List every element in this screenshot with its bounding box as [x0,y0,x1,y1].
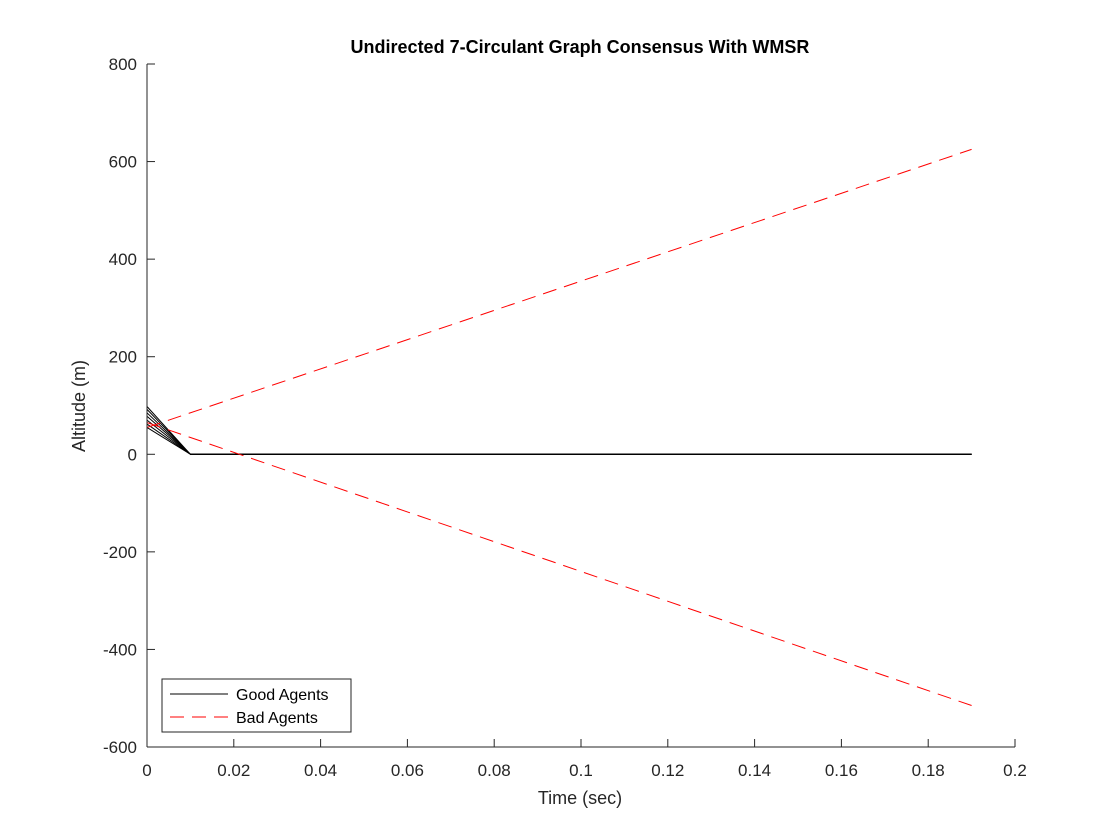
x-tick-label: 0.08 [478,761,511,780]
plot-area [146,148,972,707]
y-axis-label: Altitude (m) [69,360,89,452]
series-line-good-3 [146,415,972,455]
x-tick-label: 0.14 [738,761,771,780]
x-tick-label: 0.18 [912,761,945,780]
series-line-good-5 [146,423,972,455]
chart-title: Undirected 7-Circulant Graph Consensus W… [351,37,810,57]
x-tick-label: 0.12 [651,761,684,780]
legend-label-good: Good Agents [236,687,329,704]
y-tick-label: 600 [109,153,137,172]
legend-label-bad: Bad Agents [236,710,318,727]
series-line-bad-7 [146,148,972,428]
y-tick-label: 0 [128,445,137,464]
y-tick-label: 400 [109,250,137,269]
series-line-good-4 [146,419,972,455]
y-tick-label: 200 [109,348,137,367]
series-line-good-6 [146,427,972,455]
series-line-good-0 [146,406,972,455]
y-tick-label: -600 [103,738,137,757]
x-tick-label: 0.2 [1003,761,1027,780]
x-tick-label: 0.02 [217,761,250,780]
legend: Good Agents Bad Agents [161,678,352,733]
x-tick-label: 0.06 [391,761,424,780]
x-tick-label: 0.1 [569,761,593,780]
x-tick-label: 0.04 [304,761,337,780]
x-tick-label: 0.16 [825,761,858,780]
y-tick-label: -200 [103,543,137,562]
series-line-good-1 [146,409,972,455]
legend-box [161,678,352,733]
x-axis-label: Time (sec) [538,788,622,808]
axes: 0 0.02 0.04 0.06 0.08 0.1 0.12 0.14 0.16 0.18 0.2 -… [103,55,1027,780]
x-tick-label: 0 [142,761,151,780]
y-tick-label: 800 [109,55,137,74]
y-tick-label: -400 [103,640,137,659]
series-line-bad-8 [146,422,972,707]
series-line-good-2 [146,412,972,455]
